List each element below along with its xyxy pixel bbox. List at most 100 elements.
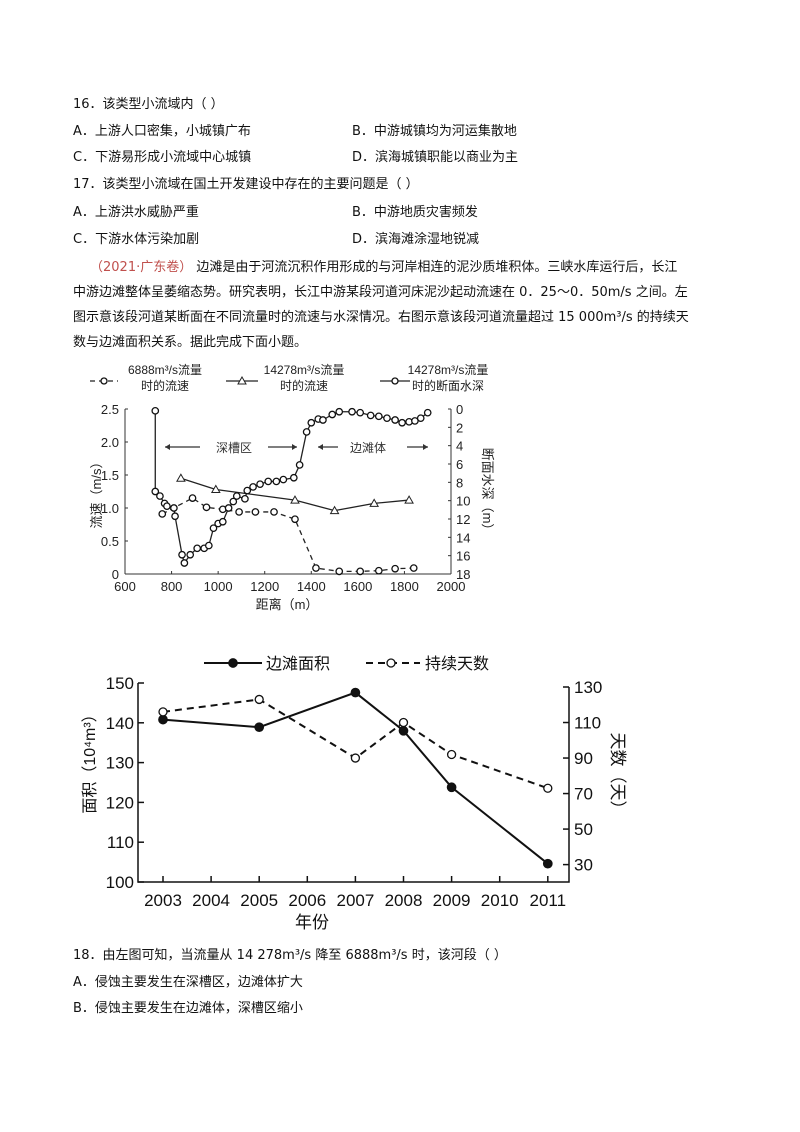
data-point (312, 564, 320, 572)
data-point (542, 858, 553, 869)
arrow-head (165, 444, 170, 450)
legend-marker (100, 377, 108, 385)
data-point (350, 687, 361, 698)
data-point (409, 564, 418, 572)
passage-source: （2021·广东卷） (90, 260, 193, 275)
q17-option-c: C．下游水体污染加剧 (73, 232, 200, 247)
q16-option-d: D．滨海城镇职能以商业为主 (352, 150, 519, 165)
data-point (404, 495, 414, 504)
passage-text: 边滩是由于河流沉积作用形成的与河岸相连的泥沙质堆积体。三峡水库运行后，长江 (196, 260, 678, 275)
x-tick-label: 1200 (250, 579, 279, 594)
y2-tick-label: 0 (456, 402, 463, 417)
legend-label: 14278m³/s流量 (408, 363, 489, 377)
data-point (235, 508, 243, 516)
legend-marker (237, 375, 247, 385)
data-point (383, 414, 391, 423)
data-point (254, 722, 265, 733)
data-point (163, 502, 171, 511)
y2-tick-label: 30 (574, 856, 593, 875)
y2-tick-label: 18 (456, 567, 470, 582)
y-axis-title: 流速（m/s） (89, 456, 104, 529)
data-point (156, 492, 164, 500)
y2-tick-label: 70 (574, 785, 593, 804)
x-tick-label: 600 (114, 579, 136, 594)
data-point (398, 418, 406, 427)
data-point (369, 498, 380, 507)
passage-line-3: 图示意该段河道某断面在不同流量时的流速与水深情况。右图示意该段河道流量超过 15… (73, 310, 689, 325)
y-tick-label: 2.5 (101, 402, 119, 417)
data-point (302, 428, 311, 436)
y2-tick-label: 6 (456, 457, 463, 472)
data-point (279, 475, 288, 484)
x-tick-label: 1600 (343, 579, 372, 594)
y2-axis-title: 断面水深（m） (480, 448, 495, 537)
x-axis-title: 距离（m） (256, 597, 319, 612)
x-tick-label: 2006 (288, 891, 326, 910)
x-tick-label: 2003 (144, 891, 182, 910)
passage-line-4: 数与边滩面积关系。据此完成下面小题。 (73, 335, 308, 350)
data-point (151, 487, 160, 496)
y2-tick-label: 50 (574, 820, 593, 839)
arrow-head (423, 444, 428, 450)
data-point (291, 515, 299, 524)
series-line-持续天数 (162, 698, 549, 790)
y-tick-label: 130 (106, 754, 134, 773)
data-point (356, 567, 365, 576)
data-point (416, 414, 425, 423)
x-tick-label: 2008 (385, 891, 423, 910)
y2-tick-label: 130 (574, 678, 602, 697)
y-tick-label: 1.5 (101, 468, 119, 483)
data-point (209, 524, 218, 533)
legend-marker (391, 377, 399, 385)
legend-label: 时的断面水深 (412, 378, 484, 393)
y2-tick-label: 90 (574, 749, 593, 768)
x-tick-label: 800 (161, 579, 183, 594)
y-tick-label: 150 (106, 674, 134, 693)
y-tick-label: 110 (107, 833, 134, 852)
x-tick-label: 2000 (437, 579, 466, 594)
annotation-deep-channel: 深槽区 (216, 441, 252, 455)
q18-option-b: B．侵蚀主要发生在边滩体，深槽区缩小 (73, 1001, 303, 1016)
data-point (272, 477, 281, 486)
data-point (290, 495, 300, 504)
data-point (241, 494, 249, 503)
q17-option-a: A．上游洪水威胁严重 (73, 205, 199, 220)
x-tick-label: 2010 (481, 891, 519, 910)
data-point (151, 406, 160, 415)
y2-tick-label: 8 (456, 475, 463, 490)
data-point (256, 480, 264, 489)
legend-label: 14278m³/s流量 (264, 363, 345, 377)
y-tick-label: 0.5 (101, 534, 119, 549)
y-tick-label: 0 (112, 567, 119, 582)
data-point (171, 512, 179, 521)
y2-tick-label: 16 (456, 549, 470, 564)
x-tick-label: 1000 (204, 579, 233, 594)
x-tick-label: 2009 (433, 891, 471, 910)
x-tick-label: 1400 (297, 579, 326, 594)
y2-tick-label: 14 (456, 530, 470, 545)
data-point (348, 407, 356, 416)
data-point (289, 473, 298, 482)
data-point (158, 510, 167, 518)
legend-label: 6888m³/s流量 (128, 363, 202, 377)
q16-option-a: A．上游人口密集，小城镇广布 (73, 124, 251, 139)
data-point (335, 567, 344, 576)
data-point (224, 504, 233, 512)
data-point (374, 412, 383, 421)
x-tick-label: 2005 (240, 891, 278, 910)
data-point (202, 503, 211, 512)
data-point (254, 694, 264, 705)
q17-option-b: B．中游地质灾害频发 (352, 205, 478, 220)
data-point (158, 714, 168, 725)
y-tick-label: 1.0 (101, 501, 119, 516)
data-point (307, 418, 316, 427)
data-point (295, 461, 304, 469)
legend-label: 时的流速 (141, 378, 189, 393)
legend-marker (386, 658, 396, 668)
passage-line-2: 中游边滩整体呈萎缩态势。研究表明，长江中游某段河道河床泥沙起动流速在 0．25～… (73, 285, 688, 300)
y2-tick-label: 12 (456, 512, 470, 527)
x-tick-label: 2011 (530, 891, 567, 910)
arrow-head (318, 444, 323, 450)
